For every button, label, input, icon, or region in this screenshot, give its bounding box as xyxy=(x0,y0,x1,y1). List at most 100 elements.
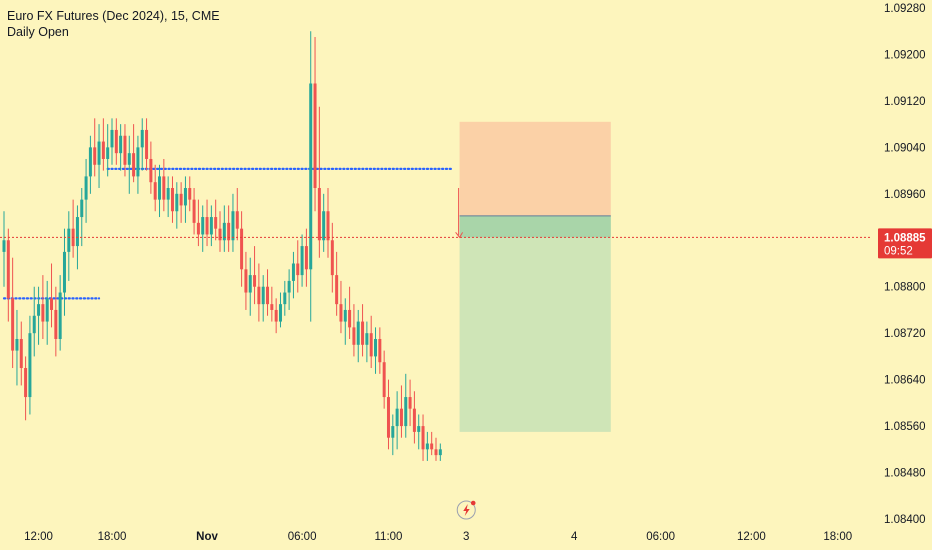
candle xyxy=(296,240,300,293)
candle xyxy=(24,356,28,421)
logo-dot xyxy=(470,500,476,506)
candle-body xyxy=(140,129,144,148)
x-tick-label: 3 xyxy=(463,531,469,543)
candle xyxy=(192,188,196,235)
candle-body xyxy=(309,83,313,270)
candle-body xyxy=(153,182,157,200)
x-tick-label: 11:00 xyxy=(375,531,403,543)
candle xyxy=(374,327,378,374)
candle xyxy=(19,321,23,386)
x-axis[interactable]: 12:00 18:00 Nov 06:00 11:00 3 4 06:00 12:00 18:00 xyxy=(24,531,852,543)
candle xyxy=(84,158,88,223)
candle-body xyxy=(175,193,179,212)
candle-body xyxy=(283,292,287,305)
candle-body xyxy=(214,217,218,229)
candle-body xyxy=(28,333,32,398)
candle xyxy=(408,379,412,427)
candle xyxy=(97,124,101,189)
candle xyxy=(114,118,118,165)
candle xyxy=(266,269,270,316)
y-tick-label: 1.09280 xyxy=(884,3,926,15)
candle-body xyxy=(54,309,58,339)
candle-body xyxy=(434,449,438,456)
candle xyxy=(274,298,278,334)
candle xyxy=(188,176,192,212)
y-tick-label: 1.08960 xyxy=(884,189,926,201)
tradingview-logo-icon[interactable] xyxy=(456,500,476,520)
candle xyxy=(222,205,226,252)
candle xyxy=(106,124,110,177)
candle xyxy=(438,443,442,461)
current-price-label-box xyxy=(878,228,932,259)
candle-body xyxy=(222,222,226,241)
y-tick-label: 1.09040 xyxy=(884,142,926,154)
candle xyxy=(412,391,416,444)
candle-body xyxy=(119,135,123,154)
profit-progress-zone xyxy=(459,215,611,238)
candle xyxy=(348,286,352,339)
candle-body xyxy=(322,211,326,241)
candle-body xyxy=(192,199,196,223)
candle xyxy=(322,193,326,252)
y-tick-label: 1.08800 xyxy=(884,282,926,294)
candle-body xyxy=(158,176,162,200)
candle-body xyxy=(287,280,291,293)
candle xyxy=(378,327,382,374)
y-axis-background xyxy=(872,0,932,550)
candle-body xyxy=(166,188,170,200)
x-tick-label: 06:00 xyxy=(288,531,317,543)
candle xyxy=(101,118,105,171)
candle-body xyxy=(6,240,10,299)
candle-body xyxy=(270,304,274,310)
candle-body xyxy=(11,298,15,351)
candle-body xyxy=(438,449,442,456)
candle-body xyxy=(382,362,386,398)
candle-body xyxy=(24,368,28,398)
candle-body xyxy=(201,217,205,235)
y-tick-label: 1.08640 xyxy=(884,375,926,387)
candle-body xyxy=(356,321,360,345)
candle-body xyxy=(127,153,131,165)
candle xyxy=(110,118,114,165)
candle-body xyxy=(37,304,41,316)
candle xyxy=(45,280,49,345)
candle xyxy=(365,321,369,363)
candle-body xyxy=(352,327,356,345)
candle-body xyxy=(145,129,149,159)
candle xyxy=(50,263,54,328)
candle xyxy=(270,286,274,322)
candle xyxy=(361,304,365,357)
candle-body xyxy=(425,443,429,450)
candle xyxy=(283,280,287,316)
candle xyxy=(253,246,257,305)
candle xyxy=(240,211,244,287)
position-zones[interactable] xyxy=(455,121,611,432)
candle xyxy=(93,118,97,177)
y-tick-label: 1.08560 xyxy=(884,421,926,433)
candle-body xyxy=(45,298,49,322)
candle xyxy=(158,164,162,218)
candle-body xyxy=(67,228,71,252)
chart-legend: Euro FX Futures (Dec 2024), 15, CME Dail… xyxy=(7,8,220,40)
candle xyxy=(278,292,282,328)
candle xyxy=(300,234,304,287)
candle xyxy=(261,275,265,322)
candle xyxy=(369,315,373,369)
candle xyxy=(145,118,149,171)
candle xyxy=(15,309,19,386)
candle-body xyxy=(97,141,101,165)
candle xyxy=(140,118,144,171)
candle xyxy=(58,275,62,351)
candle xyxy=(179,182,183,223)
candle xyxy=(2,211,6,287)
candle xyxy=(153,164,157,212)
candle-body xyxy=(101,141,105,159)
candle xyxy=(395,391,399,450)
candle xyxy=(343,298,347,345)
candle-body xyxy=(404,397,408,427)
candle xyxy=(196,199,200,247)
candle xyxy=(37,286,41,345)
y-axis[interactable]: 1.09280 1.09200 1.09120 1.09040 1.08960 1.088… xyxy=(872,0,932,550)
